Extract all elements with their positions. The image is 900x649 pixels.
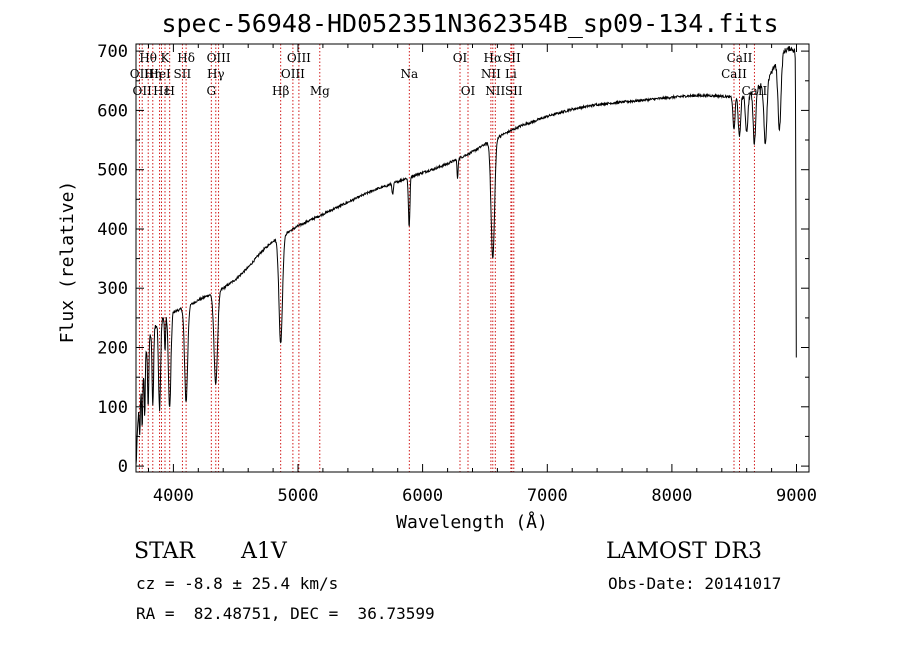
y-tick-label-1: 100: [97, 398, 128, 418]
line-label-20: NII: [481, 67, 501, 81]
line-label-25: SII: [505, 84, 523, 98]
x-tick-label-4: 8000: [651, 486, 692, 506]
line-label-0: OII: [130, 67, 150, 81]
line-label-10: G: [207, 84, 217, 98]
y-tick-label-4: 400: [97, 220, 128, 240]
line-label-14: OIII: [281, 67, 305, 81]
plot-frame: [135, 43, 810, 473]
line-label-17: Na: [400, 67, 418, 81]
y-tick-label-7: 700: [97, 42, 128, 62]
y-tick-label-6: 600: [97, 101, 128, 121]
line-label-11: Hγ: [207, 67, 225, 81]
line-label-21: Hα: [484, 51, 503, 65]
line-label-15: OIII: [287, 51, 311, 65]
line-label-13: Hβ: [272, 84, 289, 98]
line-label-19: OI: [461, 84, 476, 98]
y-axis-ticks: 0 100 200 300 400 500 600 700: [97, 42, 809, 477]
object-class: STAR: [134, 539, 195, 564]
x-tick-label-3: 7000: [527, 486, 568, 506]
line-label-3: Hη: [144, 67, 162, 81]
y-tick-label-5: 500: [97, 161, 128, 181]
x-tick-label-0: 4000: [153, 486, 194, 506]
y-axis-label: Flux (relative): [57, 181, 78, 344]
survey-name: LAMOST DR3: [606, 539, 762, 564]
spectrum-trace: [135, 45, 797, 466]
line-label-23: Li: [505, 67, 517, 81]
x-axis-ticks: 4000 5000 6000 7000 8000 9000: [148, 44, 817, 506]
x-axis-label: Wavelength (Å): [396, 511, 548, 533]
line-label-5: K: [161, 51, 171, 65]
object-subclass: A1V: [241, 539, 287, 564]
line-label-26: CaII: [721, 67, 747, 81]
x-tick-label-1: 5000: [278, 486, 319, 506]
x-tick-label-2: 6000: [402, 486, 443, 506]
line-label-2: Hθ: [139, 51, 157, 65]
line-label-24: SII: [503, 51, 521, 65]
line-label-7: Hε: [153, 84, 170, 98]
y-tick-label-3: 300: [97, 279, 128, 299]
spectral-line-markers: [138, 44, 755, 472]
redshift-text: cz = -8.8 ± 25.4 km/s: [136, 574, 339, 593]
line-label-12: OIII: [207, 51, 231, 65]
x-tick-label-5: 9000: [776, 486, 817, 506]
line-label-6: H: [164, 84, 174, 98]
line-label-4: HeI: [148, 67, 171, 81]
chart-title: spec-56948-HD052351N362354B_sp09-134.fit…: [161, 9, 778, 38]
line-label-1: OII: [133, 84, 153, 98]
line-label-22: NII: [485, 84, 505, 98]
line-label-18: OI: [453, 51, 468, 65]
y-tick-label-0: 0: [118, 457, 128, 477]
coordinates: RA = 82.48751, DEC = 36.73599: [136, 604, 435, 623]
line-label-28: CaII: [741, 84, 767, 98]
obs-date: Obs-Date: 20141017: [608, 574, 782, 593]
line-label-27: CaII: [727, 51, 753, 65]
line-label-16: Mg: [310, 84, 330, 98]
line-label-8: SII: [174, 67, 192, 81]
line-label-9: Hδ: [177, 51, 195, 65]
y-tick-label-2: 200: [97, 339, 128, 359]
